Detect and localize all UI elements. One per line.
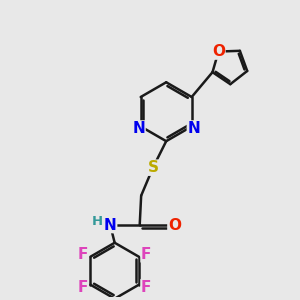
Text: F: F bbox=[78, 247, 88, 262]
Text: O: O bbox=[168, 218, 181, 232]
Text: F: F bbox=[141, 280, 152, 295]
Text: N: N bbox=[188, 121, 200, 136]
Text: H: H bbox=[92, 215, 103, 228]
Text: F: F bbox=[78, 280, 88, 295]
Text: O: O bbox=[212, 44, 225, 59]
Text: N: N bbox=[104, 218, 117, 232]
Text: F: F bbox=[141, 247, 152, 262]
Text: S: S bbox=[147, 160, 158, 175]
Text: N: N bbox=[132, 121, 145, 136]
